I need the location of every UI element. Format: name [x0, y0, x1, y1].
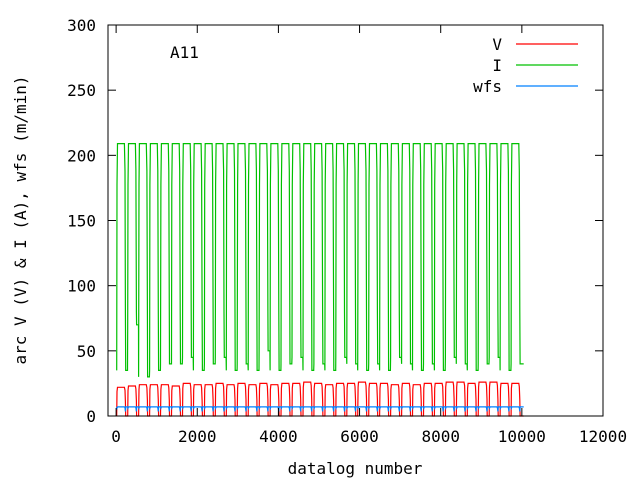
- x-tick-label: 10000: [498, 427, 546, 446]
- y-tick-label: 0: [86, 407, 96, 426]
- x-axis-label: datalog number: [288, 459, 423, 478]
- series-layer: [116, 143, 524, 417]
- y-tick-label: 200: [67, 146, 96, 165]
- y-axis-label: arc V (V) & I (A), wfs (m/min): [11, 76, 30, 365]
- ticks: 0 2000 4000 6000 8000 10000 12000 0 50 100 150 200 2…: [67, 16, 627, 446]
- x-tick-label: 0: [111, 427, 121, 446]
- x-tick-label: 12000: [579, 427, 627, 446]
- legend-label-wfs: wfs: [473, 77, 502, 96]
- y-tick-label: 300: [67, 16, 96, 35]
- series-line-wfs: [116, 406, 524, 412]
- y-tick-label: 100: [67, 277, 96, 296]
- x-tick-label: 6000: [340, 427, 379, 446]
- x-tick-label: 2000: [178, 427, 217, 446]
- y-tick-label: 50: [77, 342, 96, 361]
- series-line-V: [116, 381, 524, 417]
- y-tick-label: 150: [67, 212, 96, 231]
- legend-label-V: V: [492, 35, 502, 54]
- legend-label-I: I: [492, 56, 502, 75]
- chart-title: A11: [170, 43, 199, 62]
- y-tick-label: 250: [67, 81, 96, 100]
- series-line-I: [116, 143, 524, 378]
- x-tick-label: 4000: [259, 427, 298, 446]
- x-tick-label: 8000: [421, 427, 460, 446]
